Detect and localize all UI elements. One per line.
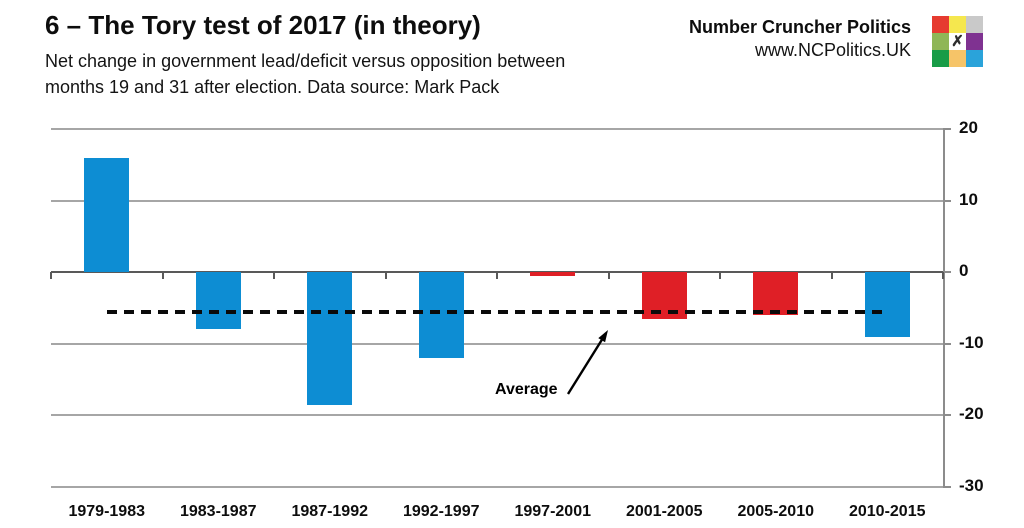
subtitle-line-2: months 19 and 31 after election. Data so… (45, 77, 500, 97)
logo-color-cell (932, 50, 949, 67)
bar (84, 157, 130, 273)
y-axis-label: 20 (959, 118, 978, 137)
x-axis-tick (161, 272, 164, 280)
x-axis-tick (50, 272, 52, 280)
x-axis-tick (942, 272, 944, 280)
x-axis-label: 1979-1983 (68, 503, 145, 520)
y-axis-tick (943, 199, 951, 202)
logo-color-cell (932, 33, 949, 50)
brand-block: Number Cruncher Politics www.NCPolitics.… (689, 16, 983, 67)
logo-color-cell (966, 50, 983, 67)
logo-color-cell (932, 16, 949, 33)
logo-color-cell (966, 16, 983, 33)
bar (307, 272, 353, 405)
y-axis-label: -20 (959, 404, 984, 424)
x-axis-tick (830, 272, 833, 280)
average-annotation-label: Average (495, 381, 558, 398)
y-axis-label: 10 (959, 189, 978, 209)
brand-name: Number Cruncher Politics (688, 17, 911, 37)
x-axis-tick (607, 272, 610, 280)
ncp-logo-icon: ✗ (932, 16, 983, 67)
x-axis-label: 2005-2010 (737, 503, 814, 520)
bar (530, 272, 576, 276)
y-axis-tick (943, 271, 951, 274)
x-axis-label: 1983-1987 (179, 503, 257, 520)
y-axis-label: -10 (959, 332, 984, 352)
x-axis-label: 2001-2005 (625, 503, 703, 520)
y-axis-tick (943, 486, 951, 488)
y-axis-label: -30 (959, 476, 984, 495)
bar (195, 272, 241, 330)
y-axis-line (943, 129, 945, 488)
chart-subtitle: Net change in government lead/deficit ve… (45, 48, 565, 100)
logo-color-cell (949, 16, 966, 33)
gridline (51, 486, 943, 488)
bar (753, 272, 799, 316)
page-title: 6 – The Tory test of 2017 (in theory) (45, 10, 481, 40)
x-axis-tick (273, 272, 275, 280)
x-axis-label: 1992-1997 (402, 503, 480, 520)
x-axis-tick (384, 272, 387, 280)
logo-color-cell (966, 33, 983, 50)
logo-color-cell (949, 50, 966, 67)
subtitle-line-1: Net change in government lead/deficit ve… (45, 51, 566, 71)
y-axis-tick (943, 414, 951, 417)
x-axis-label: 2010-2015 (848, 503, 926, 520)
y-axis-tick (943, 342, 951, 345)
gridline (51, 414, 943, 417)
logo-x-icon: ✗ (949, 33, 966, 50)
brand-url: www.NCPolitics.UK (754, 40, 911, 60)
gridline (51, 342, 943, 345)
bar (864, 272, 910, 337)
x-axis-label: 1997-2001 (514, 503, 591, 520)
gridline (51, 199, 943, 202)
y-axis-tick (943, 128, 951, 130)
bar (418, 272, 464, 359)
x-axis-tick (496, 272, 498, 280)
average-line (106, 310, 888, 315)
x-axis-tick (719, 272, 721, 280)
gridline (51, 128, 943, 130)
average-annotation-arrow (566, 330, 608, 395)
x-axis-label: 1987-1992 (291, 503, 368, 520)
brand-text: Number Cruncher Politics www.NCPolitics.… (689, 16, 911, 62)
y-axis-label: 0 (959, 261, 969, 281)
